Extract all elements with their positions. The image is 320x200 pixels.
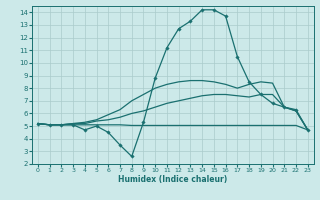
X-axis label: Humidex (Indice chaleur): Humidex (Indice chaleur) <box>118 175 228 184</box>
